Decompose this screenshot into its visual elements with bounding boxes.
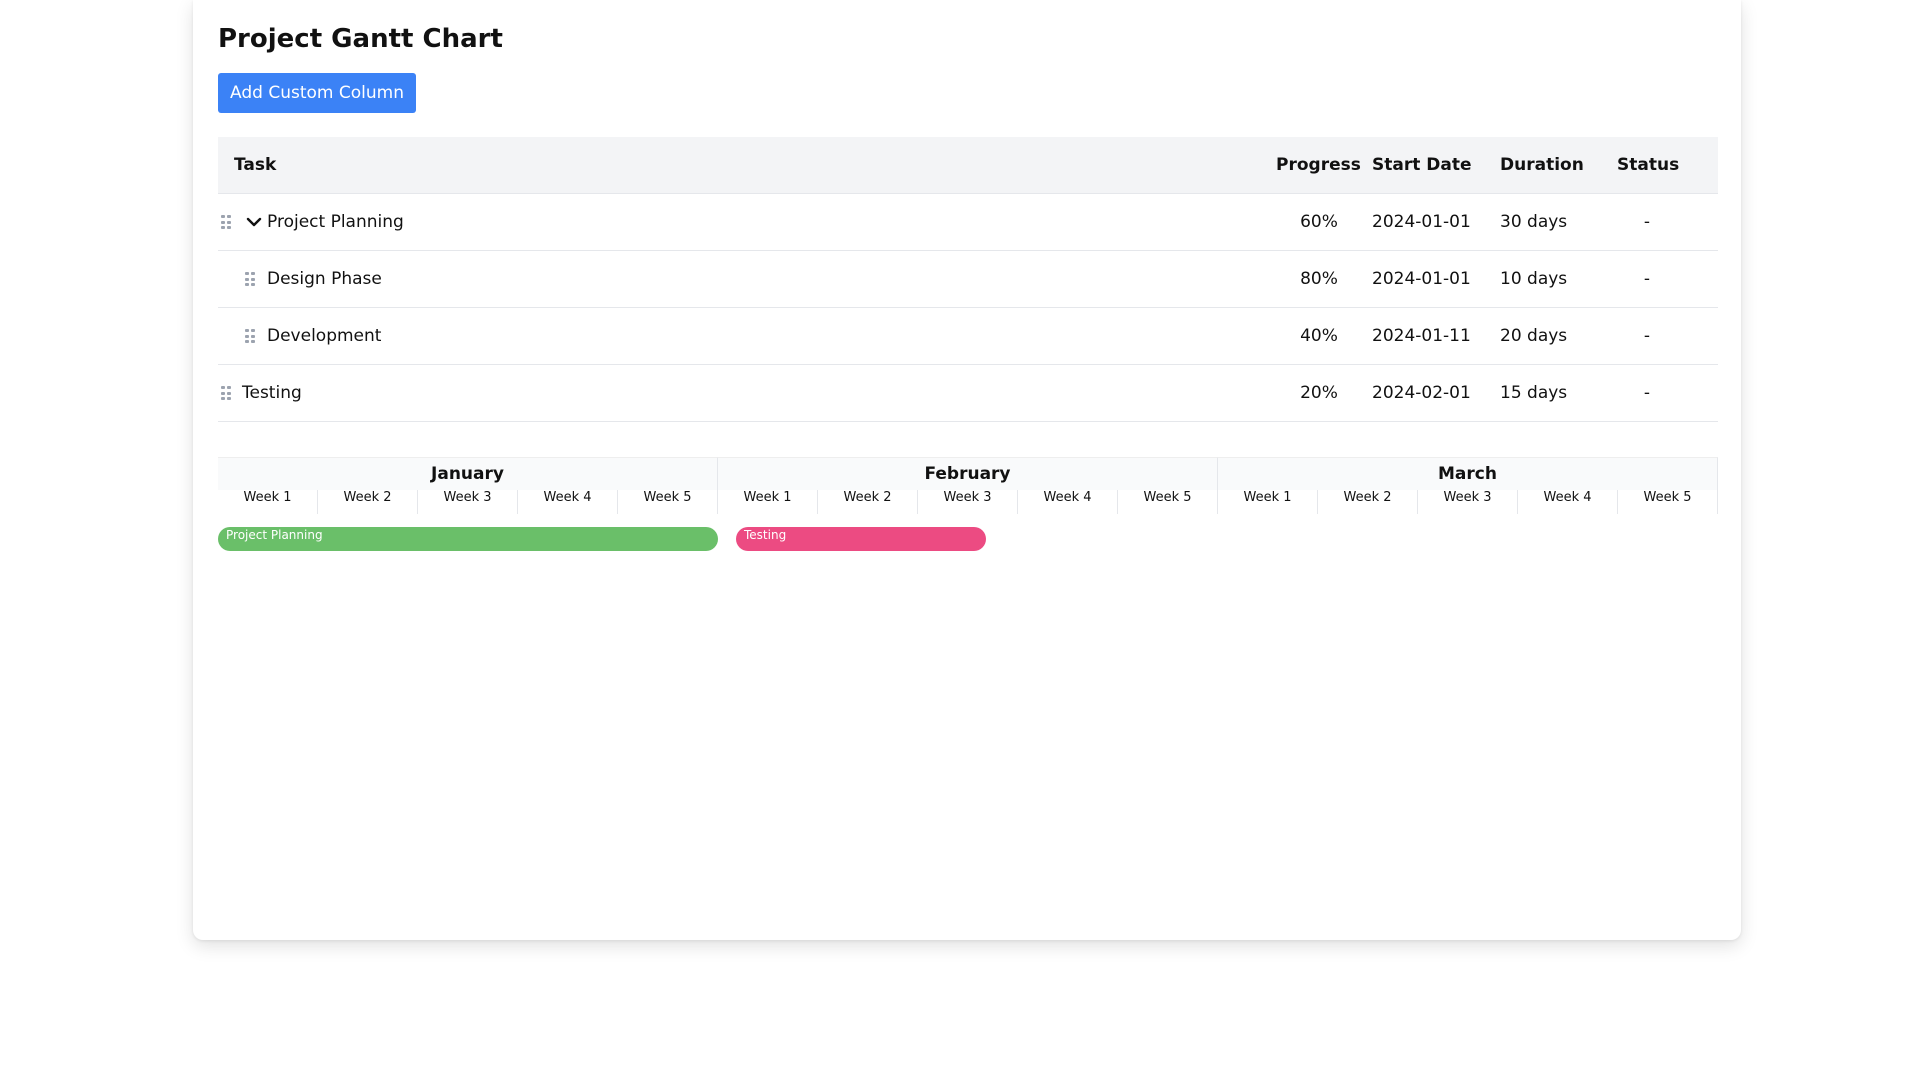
timeline-weeks: Week 1 Week 2 Week 3 Week 4 Week 5 Week … — [218, 490, 1718, 514]
add-custom-column-button[interactable]: Add Custom Column — [218, 73, 416, 113]
week-header: Week 5 — [618, 490, 718, 514]
drag-handle-icon[interactable] — [245, 272, 255, 287]
task-duration: 15 days — [1500, 383, 1568, 403]
task-progress: 20% — [1300, 383, 1338, 403]
table-row[interactable]: Development 40% 2024-01-11 20 days - — [218, 308, 1718, 365]
week-header: Week 5 — [1618, 490, 1718, 514]
page-title: Project Gantt Chart — [218, 24, 503, 54]
chevron-down-icon[interactable] — [244, 212, 264, 232]
week-header: Week 4 — [518, 490, 618, 514]
column-header-progress[interactable]: Progress — [1276, 155, 1361, 175]
week-header: Week 5 — [1118, 490, 1218, 514]
task-table: Task Progress Start Date Duration Status… — [218, 137, 1718, 422]
week-header: Week 3 — [1418, 490, 1518, 514]
week-header: Week 3 — [918, 490, 1018, 514]
week-header: Week 2 — [318, 490, 418, 514]
task-status: - — [1643, 269, 1651, 289]
table-row[interactable]: Design Phase 80% 2024-01-01 10 days - — [218, 251, 1718, 308]
task-duration: 20 days — [1500, 326, 1568, 346]
task-name: Project Planning — [267, 212, 404, 232]
month-header: January — [218, 457, 718, 490]
task-progress: 80% — [1300, 269, 1338, 289]
week-header: Week 2 — [818, 490, 918, 514]
month-header: February — [718, 457, 1218, 490]
gantt-bar[interactable]: Project Planning — [218, 527, 718, 551]
task-name: Testing — [242, 383, 302, 403]
week-header: Week 1 — [718, 490, 818, 514]
task-start-date: 2024-01-01 — [1372, 212, 1471, 232]
week-header: Week 3 — [418, 490, 518, 514]
drag-handle-icon[interactable] — [221, 215, 231, 230]
column-header-duration[interactable]: Duration — [1500, 155, 1584, 175]
column-header-status[interactable]: Status — [1617, 155, 1680, 175]
task-status: - — [1643, 383, 1651, 403]
gantt-bar[interactable]: Testing — [736, 527, 986, 551]
week-header: Week 2 — [1318, 490, 1418, 514]
week-header: Week 1 — [1218, 490, 1318, 514]
gantt-timeline: January February March Week 1 Week 2 Wee… — [218, 457, 1718, 574]
table-header: Task Progress Start Date Duration Status — [218, 137, 1718, 194]
gantt-card: Project Gantt Chart Add Custom Column Ta… — [193, 0, 1741, 940]
table-row[interactable]: Project Planning 60% 2024-01-01 30 days … — [218, 194, 1718, 251]
task-progress: 60% — [1300, 212, 1338, 232]
task-status: - — [1643, 326, 1651, 346]
task-start-date: 2024-01-11 — [1372, 326, 1471, 346]
task-status: - — [1643, 212, 1651, 232]
task-duration: 30 days — [1500, 212, 1568, 232]
week-header: Week 4 — [1018, 490, 1118, 514]
drag-handle-icon[interactable] — [221, 386, 231, 401]
timeline-months: January February March — [218, 457, 1718, 490]
task-start-date: 2024-01-01 — [1372, 269, 1471, 289]
task-name: Design Phase — [267, 269, 382, 289]
task-start-date: 2024-02-01 — [1372, 383, 1471, 403]
table-row[interactable]: Testing 20% 2024-02-01 15 days - — [218, 365, 1718, 422]
month-header: March — [1218, 457, 1718, 490]
task-progress: 40% — [1300, 326, 1338, 346]
column-header-start-date[interactable]: Start Date — [1372, 155, 1472, 175]
drag-handle-icon[interactable] — [245, 329, 255, 344]
column-header-task[interactable]: Task — [234, 155, 277, 175]
task-duration: 10 days — [1500, 269, 1568, 289]
week-header: Week 1 — [218, 490, 318, 514]
timeline-bars: Project Planning Testing — [218, 514, 1718, 574]
task-name: Development — [267, 326, 382, 346]
week-header: Week 4 — [1518, 490, 1618, 514]
